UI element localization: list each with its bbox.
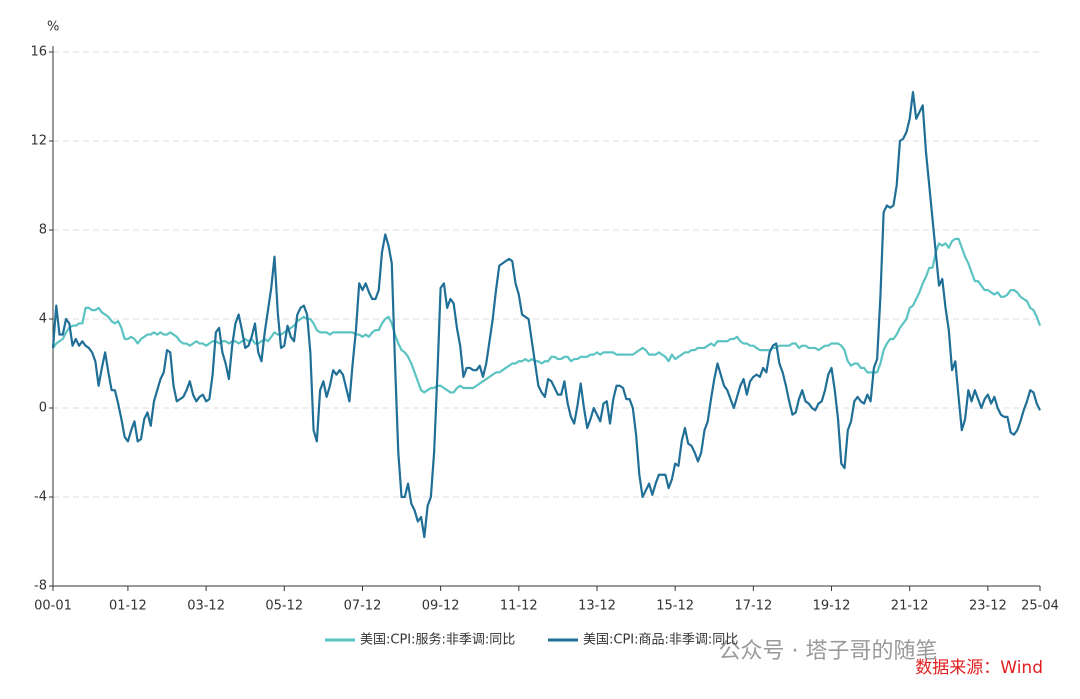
x-tick-label: 15-12 xyxy=(656,599,694,614)
y-tick-label: 8 xyxy=(39,223,47,238)
x-tick-label: 23-12 xyxy=(969,599,1007,614)
watermark: 公众号 · 塔子哥的随笔 xyxy=(719,639,938,664)
y-tick-label: 12 xyxy=(30,134,47,149)
x-tick-label: 19-12 xyxy=(813,599,851,614)
x-tick-label: 00-01 xyxy=(34,599,72,614)
x-tick-label: 07-12 xyxy=(344,599,382,614)
y-tick-label: 16 xyxy=(30,45,47,60)
x-tick-label: 11-12 xyxy=(500,599,538,614)
source-note: 数据来源：Wind xyxy=(915,658,1043,678)
x-tick-label: 21-12 xyxy=(891,599,929,614)
legend-label: 美国:CPI:服务:非季调:同比 xyxy=(360,632,515,648)
series-line xyxy=(51,90,1041,539)
y-tick-label: 4 xyxy=(39,312,47,327)
series-line xyxy=(52,237,1042,394)
x-tick-label: 09-12 xyxy=(422,599,460,614)
x-tick-label: 03-12 xyxy=(187,599,225,614)
y-tick-label: 0 xyxy=(39,401,47,416)
legend-label: 美国:CPI:商品:非季调:同比 xyxy=(583,633,738,648)
y-unit: % xyxy=(47,20,59,35)
x-tick-label: 05-12 xyxy=(265,599,303,614)
x-tick-label: 25-04 xyxy=(1021,599,1059,614)
x-tick-label: 17-12 xyxy=(734,599,772,614)
y-tick-label: -4 xyxy=(34,490,47,505)
x-tick-label: 01-12 xyxy=(109,599,147,614)
x-tick-label: 13-12 xyxy=(578,599,616,614)
y-tick-label: -8 xyxy=(34,579,47,594)
